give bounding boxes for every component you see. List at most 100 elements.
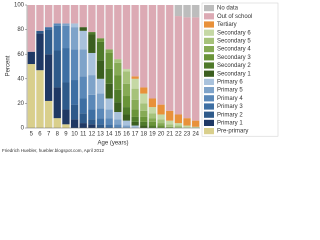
bar-segment xyxy=(157,114,165,120)
bar-segment xyxy=(96,108,105,119)
bar-segment xyxy=(36,30,44,34)
legend-swatch xyxy=(204,62,214,69)
y-tick-label: 80 xyxy=(17,27,24,33)
bar-segment xyxy=(157,123,165,126)
bar-segment xyxy=(140,125,148,128)
x-tick-label: 19 xyxy=(149,132,156,138)
bar-segment xyxy=(140,93,148,104)
bar-segment xyxy=(131,99,139,110)
y-tick-label: 20 xyxy=(17,101,24,107)
bar-segment xyxy=(157,125,165,128)
bar-segment xyxy=(105,109,113,119)
bar-segment xyxy=(192,120,200,127)
bar-segment xyxy=(70,5,79,24)
bar-segment xyxy=(122,125,131,128)
x-tick-label: 16 xyxy=(123,132,130,138)
bar-segment xyxy=(27,51,35,65)
bar-segment xyxy=(79,30,87,50)
bar-segment xyxy=(131,76,139,79)
bar-segment xyxy=(96,41,105,61)
bar-segment xyxy=(122,71,131,84)
legend-label: Pre-primary xyxy=(217,129,248,135)
bar-segment xyxy=(148,125,157,128)
bar-segment xyxy=(131,5,139,77)
x-tick-label: 21 xyxy=(166,132,173,138)
bar-segment xyxy=(70,23,79,28)
bar-segment xyxy=(53,5,61,24)
bar-segment xyxy=(36,70,44,128)
bar-segment xyxy=(157,119,165,124)
y-tick-label: 0 xyxy=(21,126,25,132)
bar-segment xyxy=(131,109,139,117)
bar-segment xyxy=(174,125,183,128)
bar-segment xyxy=(88,34,96,53)
legend-swatch xyxy=(204,128,214,135)
bar-segment xyxy=(148,121,157,126)
bar-segment xyxy=(105,49,113,53)
x-tick-label: 7 xyxy=(47,132,51,138)
legend-label: Secondary 3 xyxy=(217,55,251,61)
legend-label: Secondary 6 xyxy=(217,30,251,36)
legend-label: Primary 5 xyxy=(217,88,243,94)
bar-segment xyxy=(148,98,157,108)
bar-segment xyxy=(183,125,191,128)
legend-swatch xyxy=(204,5,214,12)
x-tick-label: 14 xyxy=(106,132,113,138)
bar-segment xyxy=(140,103,148,111)
bar-segment xyxy=(88,5,96,33)
bar-segment xyxy=(174,114,183,124)
y-tick-label: 100 xyxy=(14,3,25,9)
legend-swatch xyxy=(204,21,214,28)
bar-segment xyxy=(174,16,183,115)
bar-segment xyxy=(88,32,96,35)
bar-segment xyxy=(44,5,53,28)
bar-segment xyxy=(70,49,79,81)
bar-segment xyxy=(157,104,165,115)
bar-segment xyxy=(27,5,35,52)
bar-segment xyxy=(183,17,191,119)
bar-segment xyxy=(88,52,96,76)
bar-segment xyxy=(79,5,87,28)
legend-label: Secondary 5 xyxy=(217,38,251,44)
bar-segment xyxy=(88,109,96,120)
bar-segment xyxy=(105,5,113,50)
bar-segment xyxy=(79,98,87,114)
bar-segment xyxy=(122,96,131,108)
bar-segment xyxy=(96,78,105,94)
bar-segment xyxy=(88,124,96,128)
bar-segment xyxy=(62,48,70,83)
x-tick-label: 20 xyxy=(158,132,165,138)
bar-segment xyxy=(53,50,61,88)
bar-segment xyxy=(192,5,200,18)
legend-label: Primary 3 xyxy=(217,104,243,110)
bar-segment xyxy=(131,88,139,100)
bar-segment xyxy=(62,5,70,24)
legend-swatch xyxy=(204,37,214,44)
legend-swatch xyxy=(204,13,214,20)
bar-segment xyxy=(70,119,79,128)
bar-segment xyxy=(131,121,139,126)
bar-segment xyxy=(114,119,122,125)
bar-segment xyxy=(44,29,53,55)
bar-segment xyxy=(140,5,148,88)
legend-label: Primary 1 xyxy=(217,120,243,126)
bar-segment xyxy=(192,17,200,121)
bar-segment xyxy=(140,87,148,94)
bar-segment xyxy=(114,75,122,90)
y-tick-label: 60 xyxy=(17,52,24,58)
bar-segment xyxy=(166,110,174,121)
bar-segment xyxy=(166,120,174,125)
bar-segment xyxy=(131,78,139,89)
bar-segment xyxy=(105,124,113,128)
footer: Friedrich Huebler, huebler.blogspot.com,… xyxy=(2,148,105,153)
bar-segment xyxy=(53,23,61,26)
bar-segment xyxy=(114,62,122,76)
bar-segment xyxy=(70,104,79,120)
bar-segment xyxy=(105,98,113,110)
bar-segment xyxy=(105,83,113,99)
legend-label: No data xyxy=(217,6,239,12)
x-tick-label: 23 xyxy=(184,132,191,138)
bar-segment xyxy=(88,119,96,125)
bar-segment xyxy=(88,75,96,95)
bar-segment xyxy=(70,80,79,105)
